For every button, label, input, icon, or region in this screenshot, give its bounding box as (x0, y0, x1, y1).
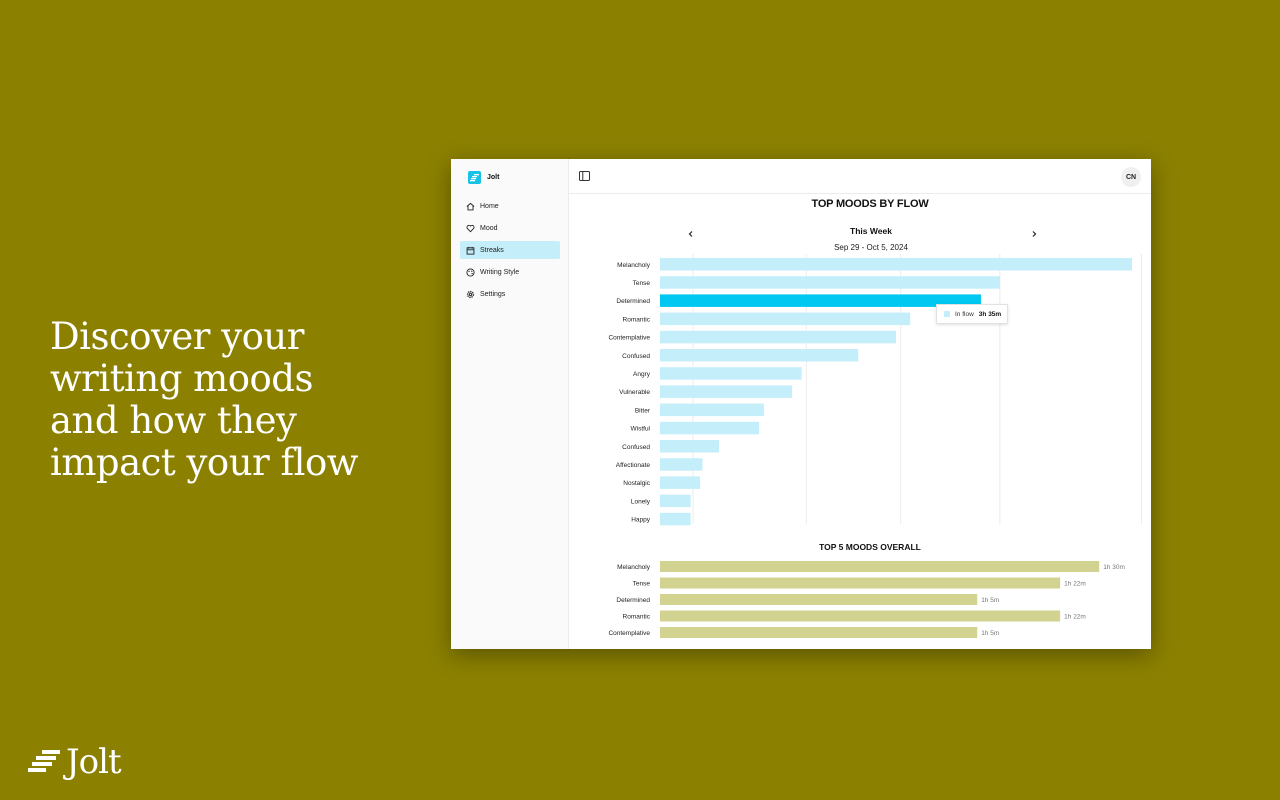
jolt-logo-icon (28, 750, 60, 772)
value-label: 1h 22m (1064, 581, 1086, 588)
category-label: Happy (631, 517, 651, 524)
calendar-icon (466, 246, 475, 255)
bar[interactable] (660, 421, 760, 435)
bar[interactable] (660, 561, 1100, 572)
app-name: Jolt (487, 174, 500, 181)
category-label: Tense (633, 581, 651, 588)
sidebar-toggle-icon[interactable] (579, 171, 590, 181)
bar[interactable] (660, 610, 1061, 622)
bar[interactable] (660, 312, 911, 326)
sidebar-item-mood[interactable]: Mood (460, 219, 560, 237)
overall-bar-chart: Melancholy 1h 30m Tense 1h 22m Determined 1h … (608, 561, 1125, 638)
sidebar-item-streaks[interactable]: Streaks (460, 241, 560, 259)
sidebar-item-label: Home (480, 202, 499, 210)
app-logo-icon (468, 171, 481, 184)
category-label: Lonely (631, 498, 651, 505)
category-label: Vulnerable (619, 389, 650, 396)
value-label: 1h 30m (1103, 564, 1125, 571)
category-label: Confused (622, 353, 650, 360)
value-label: 1h 5m (981, 597, 999, 604)
category-label: Tense (633, 280, 651, 287)
brand-name: Jolt (66, 742, 122, 782)
flow-chart-title: TOP MOODS BY FLOW (811, 198, 929, 210)
category-label: Contemplative (608, 335, 650, 342)
bar[interactable] (660, 276, 1000, 289)
gear-icon (466, 290, 475, 298)
category-label: Affectionate (616, 462, 651, 469)
bar[interactable] (660, 258, 1132, 271)
value-label: 1h 22m (1064, 614, 1086, 621)
category-label: Melancholy (617, 262, 651, 269)
headline-line: and how they (50, 399, 297, 442)
headline-line: Discover your (50, 315, 304, 358)
sidebar-item-writing-style[interactable]: Writing Style (460, 263, 560, 281)
avatar[interactable]: CN (1121, 167, 1141, 187)
tooltip-value: 3h 35m (978, 310, 1002, 318)
chevron-right-icon[interactable] (1030, 230, 1038, 238)
top-bar: CN (569, 159, 1151, 194)
category-label: Bitter (635, 407, 651, 414)
brand-logo: Jolt (28, 742, 122, 782)
app-window: Jolt Home Mood Streaks (451, 159, 1151, 649)
category-label: Contemplative (608, 630, 650, 637)
bar[interactable] (660, 294, 981, 307)
category-label: Angry (633, 371, 651, 378)
bar[interactable] (660, 494, 691, 508)
bar[interactable] (660, 458, 703, 471)
bar[interactable] (660, 577, 1061, 589)
category-label: Melancholy (617, 564, 651, 571)
headline-line: impact your flow (50, 441, 358, 484)
app-logo[interactable]: Jolt (468, 171, 499, 184)
tooltip-swatch (944, 311, 950, 317)
date-range: Sep 29 - Oct 5, 2024 (834, 243, 908, 252)
headline-line: writing moods (50, 357, 313, 400)
bar[interactable] (660, 330, 896, 344)
sidebar-item-label: Mood (480, 224, 498, 232)
sidebar-item-settings[interactable]: Settings (460, 285, 560, 303)
sidebar-item-label: Streaks (480, 246, 504, 254)
category-label: Determined (616, 597, 650, 604)
value-label: 1h 5m (981, 630, 999, 637)
bar[interactable] (660, 440, 719, 453)
tooltip-series: In flow (955, 310, 974, 318)
bar[interactable] (660, 367, 802, 380)
bar[interactable] (660, 403, 764, 417)
bar[interactable] (660, 512, 691, 526)
category-label: Wistful (631, 426, 651, 433)
sidebar-item-label: Writing Style (480, 268, 520, 276)
sidebar-item-label: Settings (480, 290, 506, 298)
category-label: Nostalgic (623, 480, 650, 487)
bar[interactable] (660, 385, 793, 398)
period-label: This Week (850, 226, 892, 236)
bar[interactable] (660, 349, 859, 362)
overall-chart-title: TOP 5 MOODS OVERALL (819, 542, 921, 552)
chart-tooltip: In flow 3h 35m (936, 304, 1008, 324)
promo-headline: Discover your writing moods and how they… (50, 316, 430, 484)
category-label: Romantic (623, 316, 651, 323)
flow-bar-chart: Melancholy Tense Determined Romantic Contemp… (608, 254, 1142, 526)
category-label: Romantic (623, 614, 651, 621)
bar[interactable] (660, 627, 978, 638)
sidebar: Jolt Home Mood Streaks (451, 159, 569, 649)
sidebar-nav: Home Mood Streaks (460, 197, 560, 307)
bar[interactable] (660, 476, 701, 489)
bar[interactable] (660, 594, 978, 605)
category-label: Confused (622, 444, 650, 451)
main-content: TOP MOODS BY FLOW This Week Sep 29 - Oct… (569, 194, 1151, 649)
palette-icon (466, 267, 475, 277)
sidebar-item-home[interactable]: Home (460, 197, 560, 215)
home-icon (466, 202, 475, 210)
heart-icon (466, 224, 475, 232)
category-label: Determined (616, 298, 650, 305)
chevron-left-icon[interactable] (687, 230, 695, 238)
